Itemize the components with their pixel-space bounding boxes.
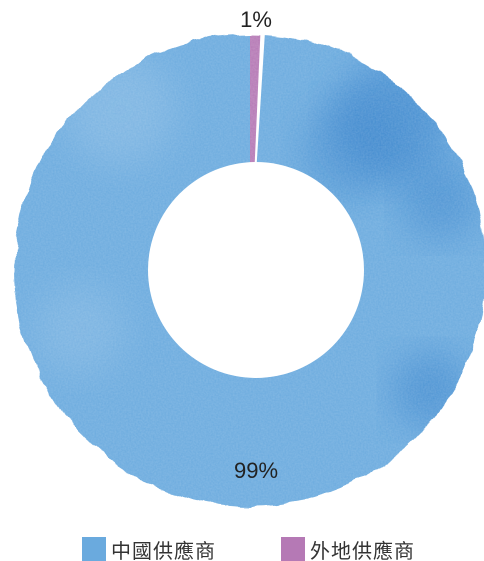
- legend-item-foreign: 外地供應商: [281, 536, 415, 561]
- donut-chart: 1% 99%: [0, 0, 484, 520]
- legend-label-foreign: 外地供應商: [310, 538, 415, 561]
- watercolor-grain: [0, 0, 484, 520]
- legend-swatch-foreign: [281, 537, 305, 561]
- data-labels: 1% 99%: [234, 7, 278, 483]
- data-label-small: 1%: [240, 7, 272, 32]
- legend-label-china: 中國供應商: [111, 538, 216, 561]
- legend-item-china: 中國供應商: [82, 536, 216, 561]
- data-label-large: 99%: [234, 458, 278, 483]
- legend-swatch-china: [82, 537, 106, 561]
- donut-ring: [0, 0, 484, 520]
